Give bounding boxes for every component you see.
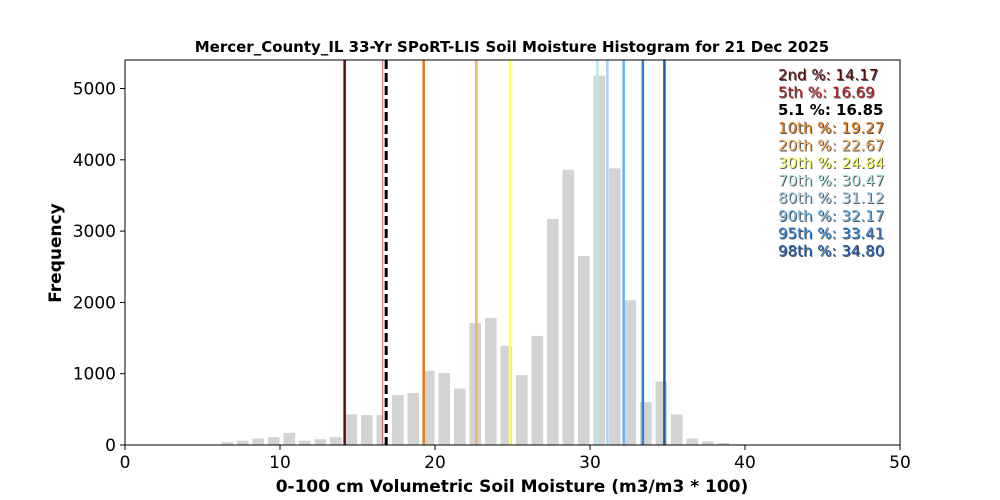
histogram-bar-32 (717, 442, 730, 445)
legend-entry-1: 5th %: 16.69 (778, 84, 875, 102)
histogram-bar-3 (267, 437, 280, 445)
histogram-bar-9 (360, 415, 373, 445)
histogram-bar-10 (376, 415, 389, 445)
y-tick-label-3000: 3000 (73, 222, 116, 242)
legend-entry-shadow-4: 20th %: 22.67 (779, 137, 885, 155)
histogram-bar-12 (407, 392, 420, 445)
legend-entry-2: 5.1 %: 16.85 (778, 101, 884, 119)
x-tick-label-40: 40 (734, 453, 756, 473)
y-tick-label-0: 0 (105, 436, 116, 456)
x-tick-label-10: 10 (269, 453, 291, 473)
x-tick-label-20: 20 (424, 453, 446, 473)
legend-entry-5: 30th %: 24.84 (778, 154, 884, 172)
x-tick-label-50: 50 (889, 453, 911, 473)
histogram-bar-28 (655, 381, 668, 445)
y-tick-label-2000: 2000 (73, 293, 116, 313)
legend-entry-shadow-3: 10th %: 19.27 (779, 120, 885, 138)
histogram-bar-15 (453, 388, 466, 445)
plot-frame (124, 59, 901, 446)
legend-entry-9: 95th %: 33.41 (778, 224, 884, 242)
histogram-bar-30 (686, 438, 699, 445)
y-tick-label-1000: 1000 (73, 365, 116, 385)
histogram-bar-25 (608, 168, 621, 446)
histogram-bar-0 (221, 442, 234, 445)
histogram-bar-18 (500, 345, 513, 445)
histogram-bar-2 (252, 438, 265, 445)
histogram-bar-1 (236, 440, 249, 445)
y-axis-ticks: 0 1000 2000 3000 4000 5000 (73, 80, 125, 456)
legend-entry-shadow-6: 70th %: 30.47 (779, 173, 885, 191)
histogram-bar-24 (593, 75, 606, 446)
histogram-bars (221, 75, 745, 446)
legend-entry-shadow-1: 5th %: 16.69 (779, 85, 876, 103)
legend-entry-shadow-10: 98th %: 34.80 (779, 243, 885, 261)
histogram-bar-26 (624, 300, 637, 445)
histogram-bar-13 (422, 370, 435, 445)
histogram-bar-17 (484, 318, 497, 445)
legend-entry-shadow-5: 30th %: 24.84 (779, 155, 885, 173)
histogram-bar-19 (515, 375, 528, 445)
y-tick-label-4000: 4000 (73, 151, 116, 171)
histogram-bar-21 (546, 218, 559, 445)
histogram-bar-23 (577, 256, 590, 445)
histogram-bar-27 (639, 402, 652, 445)
legend-entry-8: 90th %: 32.17 (778, 207, 884, 225)
histogram-bar-29 (670, 414, 683, 445)
histogram-bar-11 (391, 395, 404, 445)
legend-entry-shadow-0: 2nd %: 14.17 (779, 67, 879, 85)
legend-entry-6: 70th %: 30.47 (778, 172, 884, 190)
histogram-bar-22 (562, 169, 575, 445)
histogram-bar-31 (701, 441, 714, 445)
chart-title: Mercer_County_IL 33-Yr SPoRT-LIS Soil Mo… (195, 38, 830, 56)
legend-entry-3: 10th %: 19.27 (778, 119, 884, 137)
histogram-bar-6 (314, 439, 327, 445)
legend-entry-10: 98th %: 34.80 (778, 242, 884, 260)
x-axis-label: 0-100 cm Volumetric Soil Moisture (m3/m3… (276, 477, 749, 497)
histogram-bar-8 (345, 414, 358, 445)
legend-entry-0: 2nd %: 14.17 (778, 66, 878, 84)
legend-entry-shadow-9: 95th %: 33.41 (779, 225, 885, 243)
legend-entry-7: 80th %: 31.12 (778, 189, 884, 207)
legend-entry-shadow-8: 90th %: 32.17 (779, 208, 885, 226)
histogram-bar-5 (298, 440, 311, 445)
y-axis-label: Frequency (46, 203, 66, 303)
x-axis-ticks: 0 10 20 30 40 50 (120, 445, 911, 473)
legend-entry-4: 20th %: 22.67 (778, 136, 884, 154)
x-tick-label-30: 30 (579, 453, 601, 473)
y-tick-label-5000: 5000 (73, 80, 116, 100)
histogram-bar-7 (329, 437, 342, 445)
percentile-lines (343, 60, 666, 445)
histogram-bar-14 (438, 372, 451, 445)
histogram-bar-4 (283, 432, 296, 445)
histogram-bar-20 (531, 335, 544, 445)
x-tick-label-0: 0 (120, 453, 131, 473)
legend-entry-shadow-7: 80th %: 31.12 (779, 190, 885, 208)
